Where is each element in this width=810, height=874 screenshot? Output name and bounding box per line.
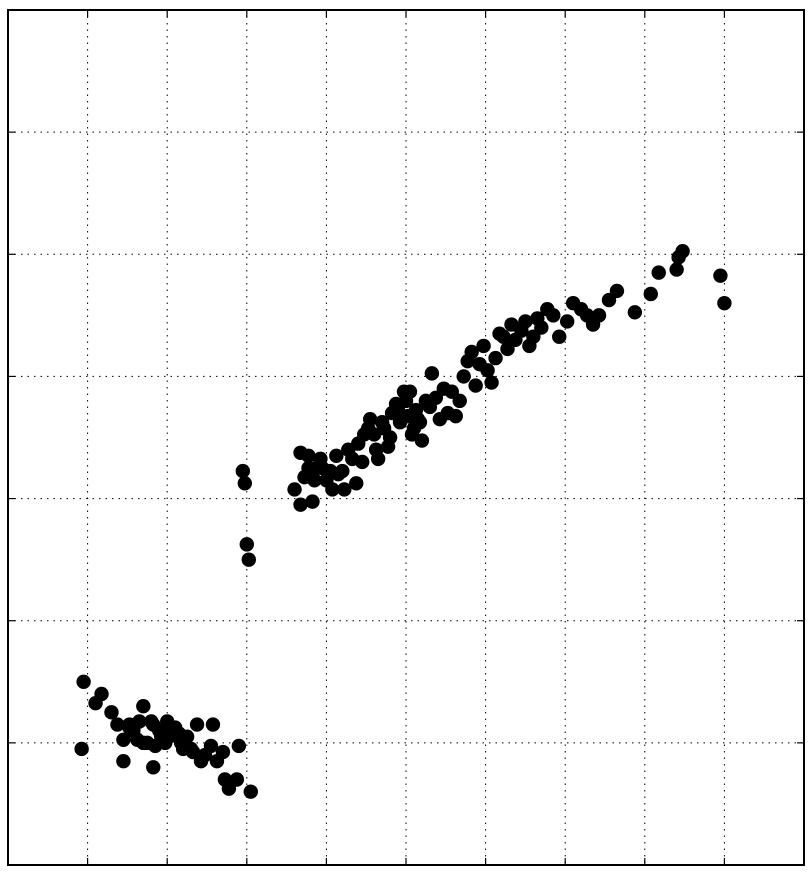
scatter-point: [382, 430, 398, 445]
scatter-point: [116, 753, 131, 769]
scatter-point: [148, 738, 163, 754]
scatter-point: [110, 717, 125, 732]
scatter-point: [468, 378, 483, 393]
scatter-point: [675, 244, 690, 259]
scatter-point: [488, 350, 503, 366]
scatter-point: [88, 695, 103, 711]
scatter-point: [591, 308, 607, 323]
scatter-point: [669, 262, 684, 277]
scatter-point: [484, 375, 499, 390]
scatter-point: [717, 295, 732, 311]
scatter-point: [215, 744, 231, 760]
scatter-point: [329, 448, 344, 464]
scatter-point: [414, 433, 430, 448]
scatter-point: [205, 717, 221, 732]
plot-frame: [7, 9, 805, 866]
scatter-point: [335, 463, 350, 479]
scatter-point: [241, 552, 256, 567]
scatter-point: [518, 314, 533, 329]
scatter-point: [146, 760, 161, 775]
scatter-point: [370, 451, 386, 467]
scatter-point: [559, 314, 575, 329]
scatter-point: [229, 772, 245, 787]
scatter-point: [136, 699, 151, 714]
scatter-point: [355, 454, 370, 470]
scatter-point: [122, 717, 137, 732]
scatter-point: [496, 329, 511, 344]
scatter-point: [452, 393, 467, 409]
scatter-point: [307, 473, 322, 488]
scatter-point: [116, 732, 131, 748]
scatter-point: [651, 265, 666, 280]
scatter-point: [104, 705, 119, 720]
scatter-point: [287, 482, 302, 497]
scatter-point: [412, 415, 428, 430]
scatter-point: [337, 482, 352, 497]
scatter-point: [534, 320, 549, 335]
scatter-point: [476, 338, 491, 354]
scatter-point: [464, 344, 479, 360]
scatter-point: [235, 463, 251, 479]
scatter-point: [643, 286, 658, 302]
scatter-point: [301, 448, 316, 464]
scatter-point: [185, 744, 201, 760]
grid: [8, 10, 804, 865]
scatter-point: [305, 494, 320, 509]
scatter-point: [203, 738, 219, 754]
scatter-point: [136, 735, 151, 751]
scatter-point: [349, 476, 364, 491]
scatter-point: [231, 738, 247, 754]
scatter-point: [456, 369, 471, 384]
scatter-point: [237, 476, 253, 491]
scatter-point: [362, 411, 378, 427]
scatter-point: [546, 308, 561, 323]
scatter-point: [713, 268, 728, 283]
scatter-point: [325, 482, 340, 497]
scatter-point: [402, 384, 418, 399]
scatter-point: [74, 741, 89, 757]
scatter-point: [243, 784, 258, 799]
axis-ticks: [8, 10, 804, 865]
scatter-point: [480, 363, 495, 378]
scatter-point: [552, 329, 567, 344]
scatter-point: [239, 537, 254, 552]
scatter-point: [424, 366, 440, 381]
data-points: [74, 244, 732, 799]
scatter-point: [189, 717, 205, 732]
scatter-point: [448, 408, 463, 424]
scatter-point: [627, 305, 643, 320]
scatter-point: [161, 729, 177, 744]
scatter-point: [609, 283, 625, 299]
scatter-point: [293, 497, 308, 512]
scatter-point: [76, 674, 91, 689]
